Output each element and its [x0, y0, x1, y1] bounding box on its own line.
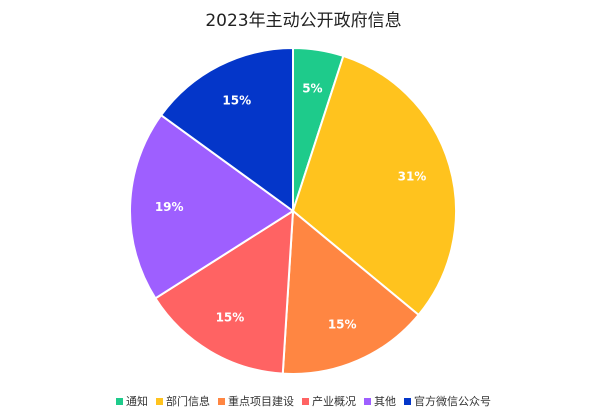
- legend-swatch-1: [116, 397, 123, 405]
- pie-slice-label-1: 5%: [302, 82, 322, 96]
- pie-slice-6[interactable]: [159, 46, 294, 213]
- pie-slice-label-4: 15%: [216, 311, 245, 325]
- legend-swatch-4: [302, 397, 309, 405]
- pie-slice-5[interactable]: [129, 113, 295, 300]
- pie-slice-3[interactable]: [281, 208, 421, 375]
- chart-title: 2023年主动公开政府信息: [205, 11, 402, 31]
- legend-item-5[interactable]: 其他: [364, 393, 396, 409]
- legend-label-1: 通知: [126, 395, 148, 408]
- pie-slices: [129, 46, 457, 375]
- legend-swatch-5: [364, 397, 371, 405]
- legend-item-1[interactable]: 通知: [116, 393, 148, 409]
- chart-legend: 通知 部门信息 重点项目建设 产业概况 其他 官方微信公众号: [0, 393, 607, 409]
- pie-labels: 5% 31% 15% 15% 19% 15%: [155, 82, 427, 332]
- pie-slice-label-5: 19%: [155, 200, 184, 214]
- legend-item-4[interactable]: 产业概况: [302, 393, 356, 409]
- legend-swatch-2: [156, 397, 163, 405]
- legend-swatch-6: [404, 397, 411, 405]
- legend-swatch-3: [218, 397, 225, 405]
- legend-item-2[interactable]: 部门信息: [156, 393, 210, 409]
- legend-label-2: 部门信息: [166, 395, 210, 408]
- legend-label-3: 重点项目建设: [228, 395, 294, 408]
- legend-item-6[interactable]: 官方微信公众号: [404, 393, 491, 409]
- pie-slice-label-6: 15%: [222, 94, 251, 108]
- legend-label-6: 官方微信公众号: [414, 395, 491, 408]
- legend-label-5: 其他: [374, 395, 396, 408]
- pie-slice-4[interactable]: [153, 209, 295, 375]
- legend-item-3[interactable]: 重点项目建设: [218, 393, 294, 409]
- pie-slice-2[interactable]: [291, 54, 457, 317]
- pie-slice-label-3: 15%: [328, 318, 357, 332]
- legend-label-4: 产业概况: [312, 395, 356, 408]
- pie-slice-label-2: 31%: [398, 169, 427, 183]
